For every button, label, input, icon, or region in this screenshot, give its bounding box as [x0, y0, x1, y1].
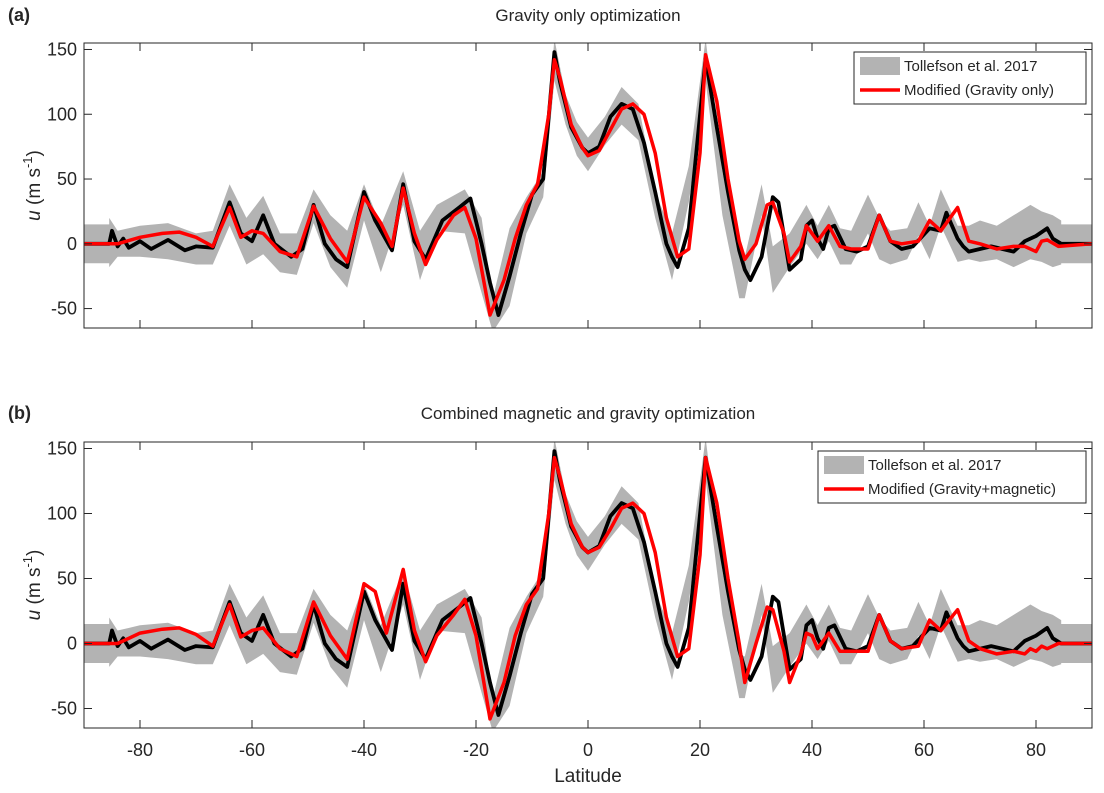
legend: Tollefson et al. 2017 Modified (Gravity+m… — [817, 450, 1087, 504]
y-axis-label: u (m s-1) — [20, 150, 45, 221]
x-tick-label: 40 — [802, 740, 822, 760]
y-tick-label: 50 — [57, 169, 77, 189]
model-wind-line — [84, 52, 1092, 317]
y-axis-label-exponent: -1 — [20, 156, 35, 168]
y-tick-label: 150 — [47, 439, 77, 459]
x-axis-label: Latitude — [554, 766, 622, 787]
legend-swatch-band — [824, 456, 864, 474]
x-tick-label: 80 — [1026, 740, 1046, 760]
legend-swatch-band — [860, 57, 900, 75]
chart-panel-b: -80 -60 -40 -20 0 20 40 60 80 -50 0 50 100 150 (b) Comb… — [8, 403, 1093, 787]
legend-label: Tollefson et al. 2017 — [868, 457, 1001, 474]
y-axis-label-units: (m s — [24, 168, 45, 210]
plot-series — [84, 43, 1092, 328]
y-axis-label-close: ) — [24, 550, 45, 556]
x-tick-label: 0 — [583, 740, 593, 760]
x-tick-label: -20 — [463, 740, 489, 760]
y-tick-label: 150 — [47, 39, 77, 59]
x-tick-label: 60 — [914, 740, 934, 760]
y-tick-label: 100 — [47, 504, 77, 524]
y-axis-label-symbol: u — [24, 609, 45, 620]
y-axis-label-symbol: u — [24, 210, 45, 221]
x-tick-label: -40 — [351, 740, 377, 760]
y-axis-label-exponent: -1 — [20, 556, 35, 568]
y-tick-label: 50 — [57, 569, 77, 589]
y-tick-label: 100 — [47, 104, 77, 124]
y-tick-label: -50 — [51, 299, 77, 319]
model-wind-line — [84, 455, 1092, 721]
y-axis-label: u (m s-1) — [20, 550, 45, 621]
chart-title: Combined magnetic and gravity optimizati… — [421, 404, 756, 423]
legend-label: Modified (Gravity only) — [904, 82, 1054, 99]
legend: Tollefson et al. 2017 Modified (Gravity o… — [853, 51, 1087, 105]
y-axis-label-units: (m s — [24, 568, 45, 610]
x-tick-label: -80 — [127, 740, 153, 760]
chart-title: Gravity only optimization — [495, 6, 680, 25]
legend-label: Modified (Gravity+magnetic) — [868, 481, 1056, 498]
x-tick-label: -60 — [239, 740, 265, 760]
legend-label: Tollefson et al. 2017 — [904, 58, 1037, 75]
y-tick-label: -50 — [51, 699, 77, 719]
plot-series — [84, 442, 1092, 728]
panel-label: (b) — [8, 403, 31, 423]
y-tick-label: 0 — [67, 234, 77, 254]
chart-panel-a: -50 0 50 100 150 (a) Gravity only optimization… — [8, 5, 1093, 329]
x-tick-label: 20 — [690, 740, 710, 760]
y-tick-label: 0 — [67, 634, 77, 654]
panel-label: (a) — [8, 5, 30, 25]
y-axis-label-close: ) — [24, 150, 45, 156]
